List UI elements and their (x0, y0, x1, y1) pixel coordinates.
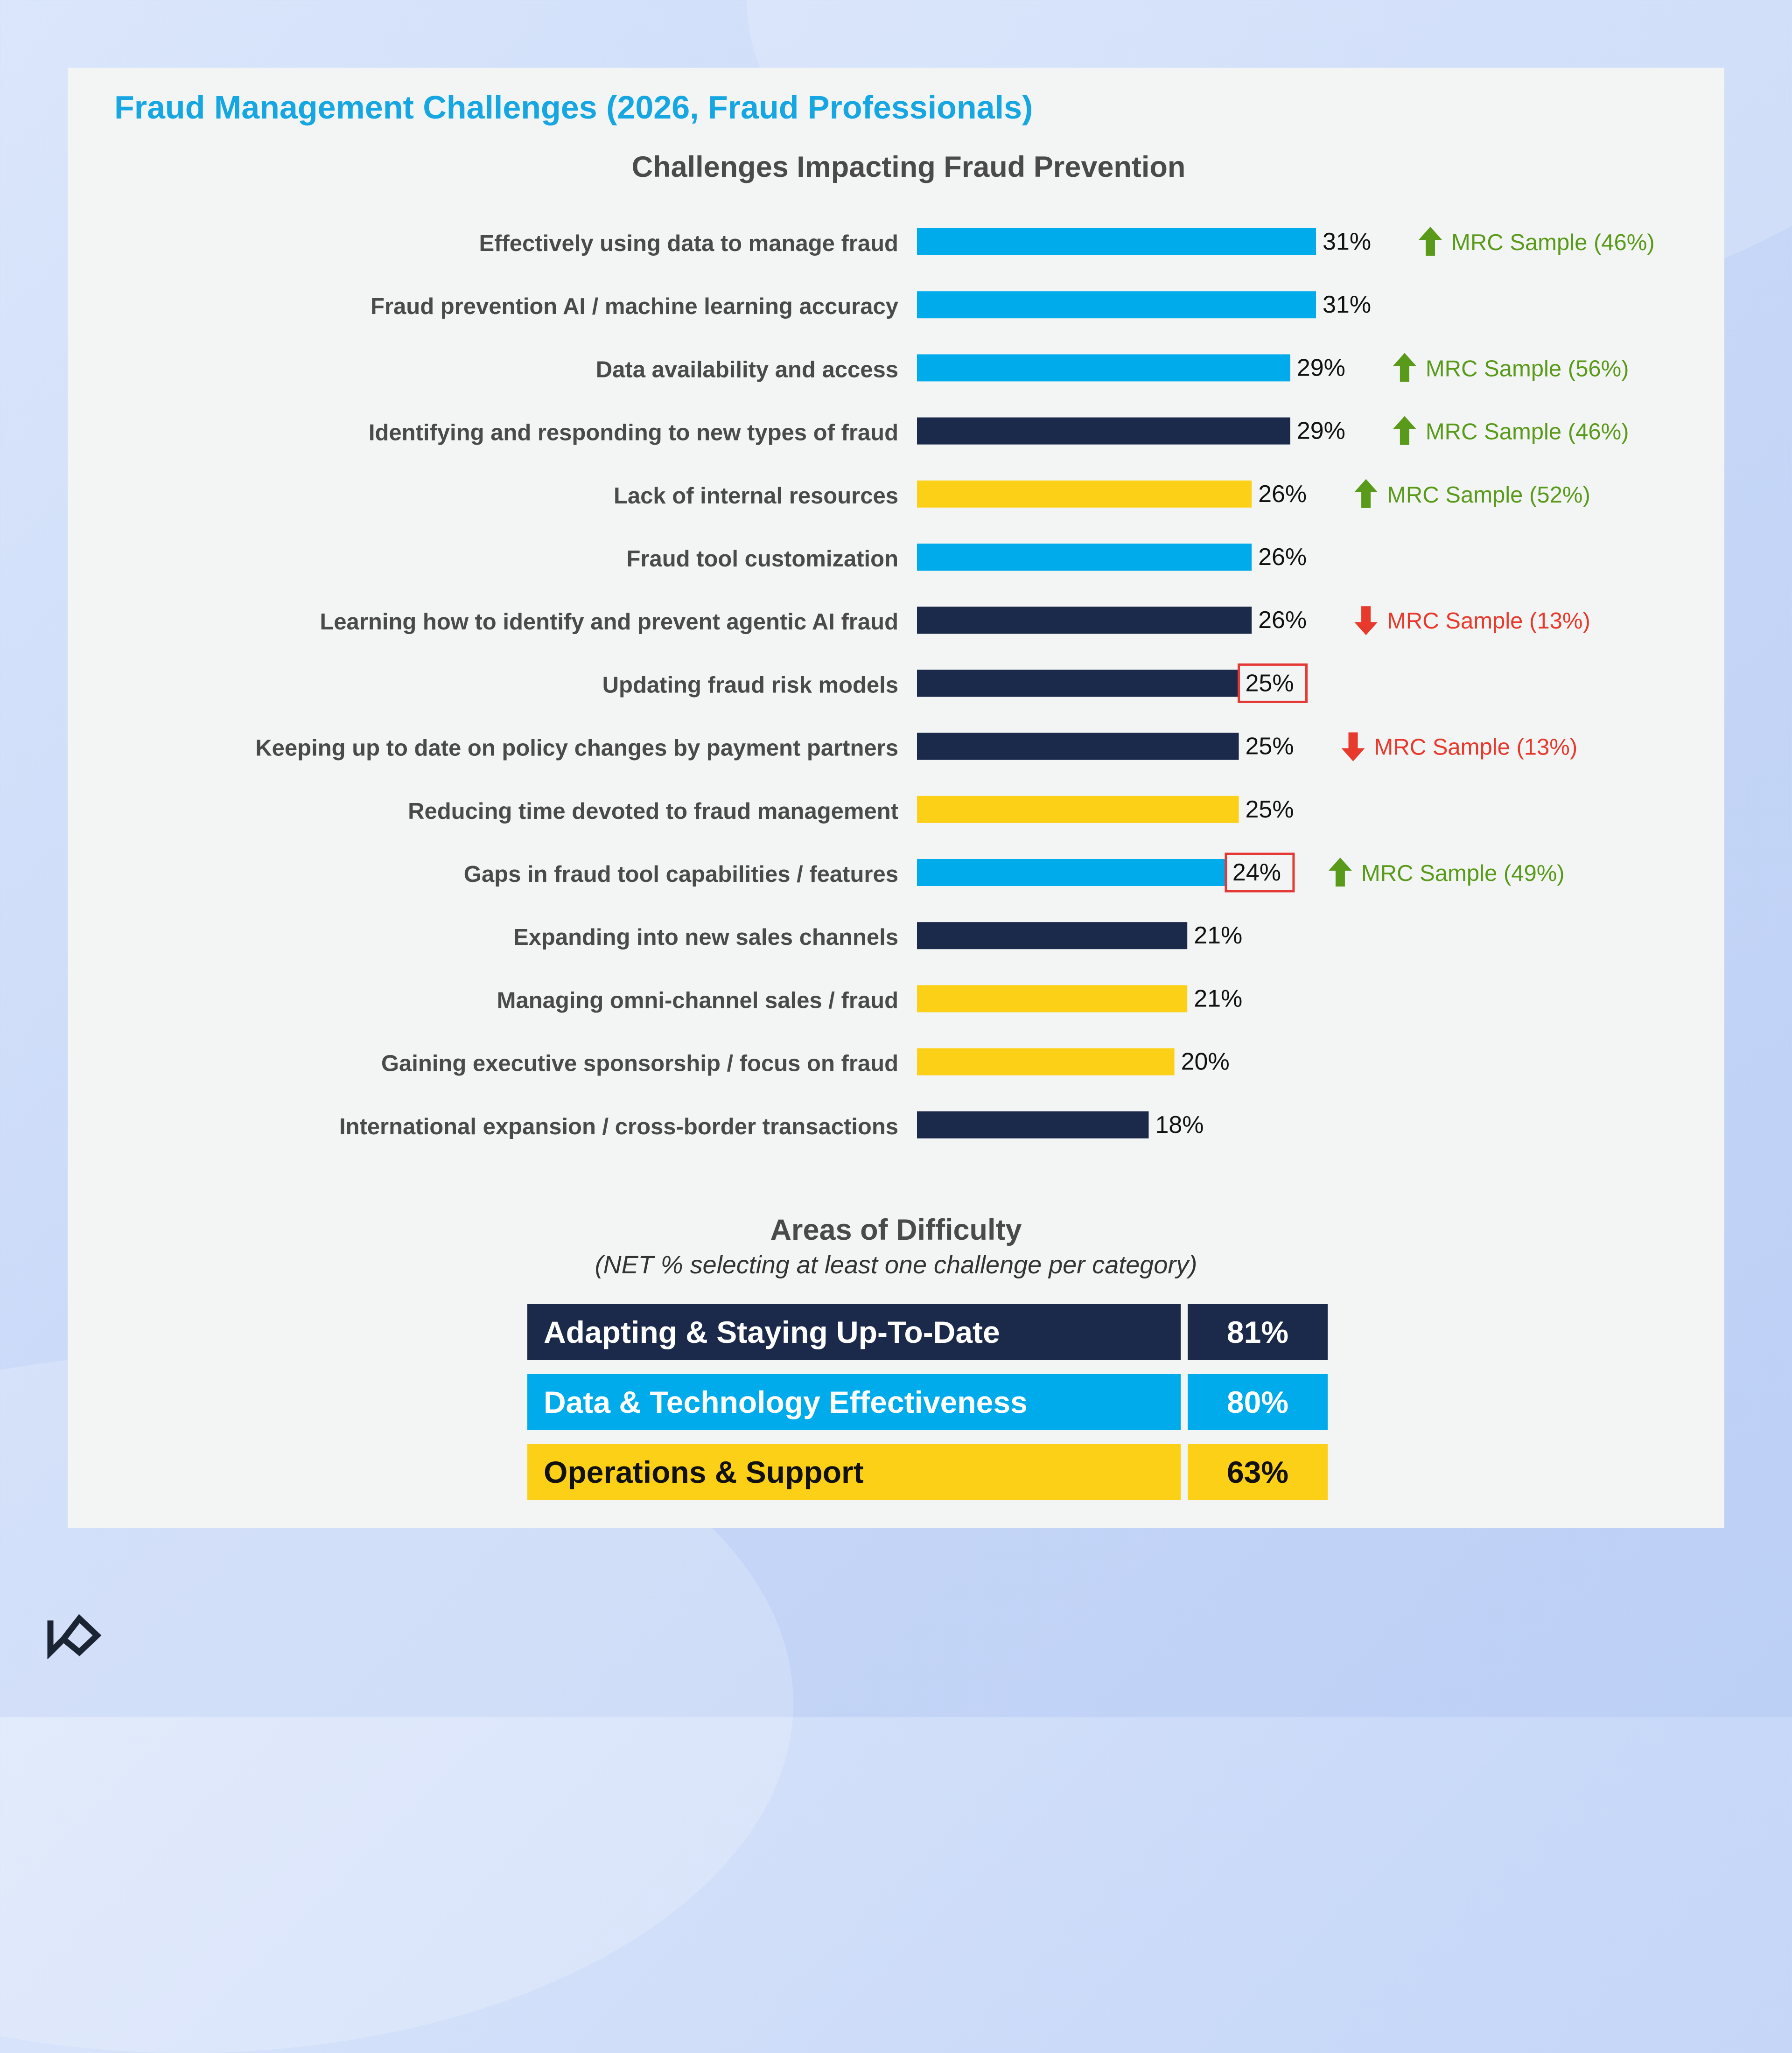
difficulty-value: 63% (1188, 1444, 1328, 1500)
arrow-up-icon (1354, 479, 1378, 508)
value-label: 25% (1246, 670, 1294, 697)
value-label: 21% (1194, 922, 1242, 949)
difficulty-label: Operations & Support (527, 1444, 1181, 1500)
bar (917, 796, 1239, 823)
challenges-bar-chart: Challenges Impacting Fraud Prevention Ef… (255, 151, 1655, 1139)
category-label: Data availability and access (596, 357, 898, 382)
bar (917, 354, 1290, 382)
page-title: Fraud Management Challenges (2026, Fraud… (114, 89, 1033, 126)
bar (917, 985, 1188, 1013)
difficulty-label: Data & Technology Effectiveness (527, 1374, 1181, 1430)
category-label: Learning how to identify and prevent age… (320, 609, 898, 635)
mrc-sample-annotation: MRC Sample (46%) (1451, 230, 1655, 255)
difficulty-subtitle: (NET % selecting at least one challenge … (595, 1251, 1197, 1279)
category-label: Updating fraud risk models (602, 672, 898, 698)
category-label: Reducing time devoted to fraud managemen… (408, 799, 898, 824)
value-label: 20% (1181, 1048, 1230, 1075)
category-label: Fraud tool customization (626, 546, 898, 572)
arrow-down-icon (1341, 732, 1365, 761)
chart-title: Challenges Impacting Fraud Prevention (632, 151, 1186, 183)
category-label: Fraud prevention AI / machine learning a… (371, 294, 898, 319)
value-label: 21% (1194, 985, 1242, 1012)
difficulty-title: Areas of Difficulty (770, 1214, 1022, 1246)
bar (917, 544, 1252, 571)
bar (917, 228, 1316, 255)
bar (917, 417, 1290, 445)
bar (917, 607, 1252, 634)
value-label: 25% (1246, 796, 1294, 823)
brand-logo-icon (47, 1614, 102, 1659)
mrc-sample-annotation: MRC Sample (52%) (1387, 482, 1590, 508)
category-label: International expansion / cross-border t… (339, 1114, 898, 1139)
value-label: 29% (1297, 418, 1345, 445)
difficulty-value: 80% (1188, 1374, 1328, 1430)
difficulty-label: Adapting & Staying Up-To-Date (527, 1304, 1181, 1360)
bars-group: Effectively using data to manage fraud 31… (255, 227, 1655, 1139)
mrc-sample-annotation: MRC Sample (13%) (1387, 608, 1590, 634)
bar (917, 733, 1239, 760)
highlight-box (1225, 852, 1295, 893)
chart-card: Fraud Management Challenges (2026, Fraud… (68, 68, 1724, 1528)
mrc-sample-annotation: MRC Sample (49%) (1361, 861, 1565, 886)
mrc-sample-annotation: MRC Sample (13%) (1374, 735, 1578, 760)
category-label: Managing omni-channel sales / fraud (497, 988, 898, 1013)
category-label: Gaps in fraud tool capabilities / featur… (464, 862, 898, 887)
category-label: Keeping up to date on policy changes by … (255, 736, 898, 761)
value-label: 24% (1232, 859, 1281, 886)
arrow-up-icon (1393, 353, 1416, 382)
bar (917, 859, 1226, 886)
category-label: Gaining executive sponsorship / focus on… (381, 1051, 898, 1076)
value-label: 18% (1155, 1111, 1204, 1138)
value-label: 29% (1297, 354, 1345, 381)
bar (917, 1111, 1149, 1138)
value-label: 26% (1258, 544, 1307, 571)
value-label: 26% (1258, 607, 1307, 634)
arrow-up-icon (1393, 416, 1416, 445)
difficulty-value: 81% (1188, 1304, 1328, 1360)
category-label: Effectively using data to manage fraud (479, 231, 898, 256)
value-label: 31% (1323, 291, 1371, 318)
highlight-box (1238, 663, 1308, 703)
arrow-down-icon (1354, 606, 1378, 635)
bar (917, 291, 1316, 319)
arrow-up-icon (1328, 858, 1352, 887)
bar (917, 480, 1252, 508)
value-label: 25% (1246, 733, 1294, 760)
value-label: 31% (1323, 228, 1371, 255)
bar (917, 670, 1239, 697)
mrc-sample-annotation: MRC Sample (56%) (1426, 356, 1629, 381)
arrow-up-icon (1419, 227, 1442, 256)
mrc-sample-annotation: MRC Sample (46%) (1426, 419, 1629, 445)
category-label: Expanding into new sales channels (513, 925, 898, 950)
bar (917, 1048, 1175, 1075)
category-label: Identifying and responding to new types … (369, 420, 898, 446)
bar (917, 922, 1188, 950)
value-label: 26% (1258, 481, 1307, 508)
category-label: Lack of internal resources (614, 483, 898, 509)
